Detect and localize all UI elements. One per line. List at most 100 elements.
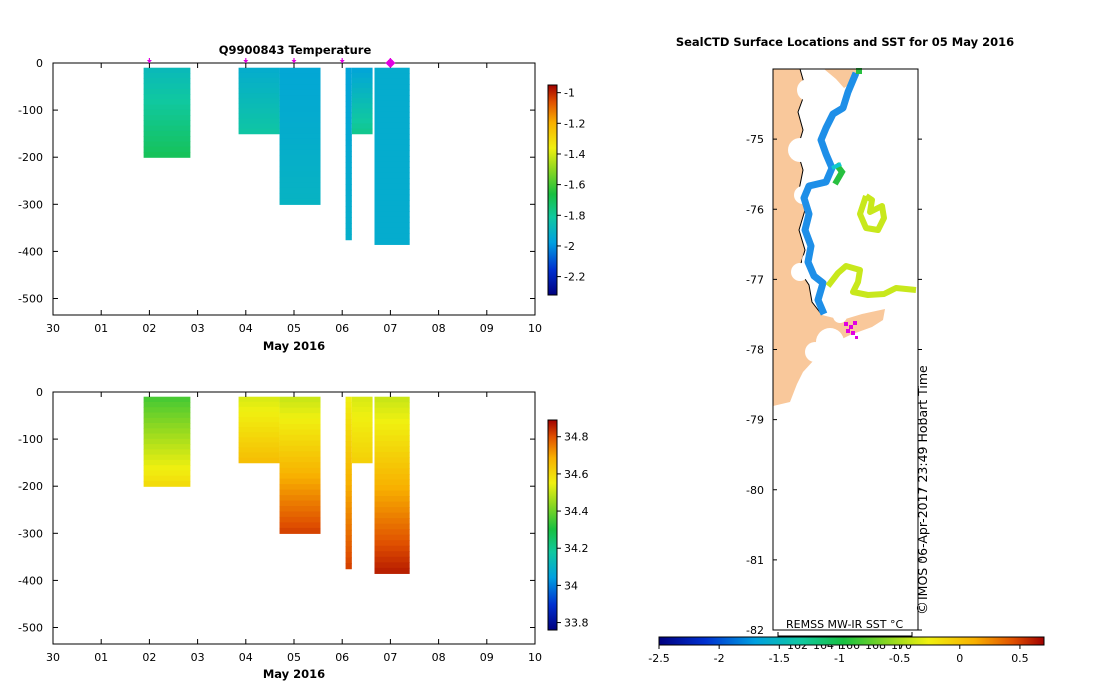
temperature-axes: 30 01 02 03 04 05 06 07 08 09 10 0 -100 -200 -300 -400 -… (18, 57, 542, 335)
profile-5-band (374, 139, 410, 146)
profile-5-band (374, 189, 410, 196)
profile-5-band (374, 183, 410, 190)
x-tick-label: 06 (335, 322, 349, 335)
profile-2 (279, 396, 321, 534)
profile-4-band (351, 422, 373, 428)
profile-5-band (374, 73, 410, 80)
profile-5-band (374, 150, 410, 157)
y-tick-label: 0 (36, 386, 43, 399)
profile-1-band (238, 77, 280, 84)
profile-0-band (143, 433, 191, 440)
profile-3-band (345, 84, 352, 91)
profile-0-band (143, 428, 191, 435)
profile-0-band (143, 444, 191, 450)
x-tick-label: 07 (383, 322, 397, 335)
profile-2-band (279, 155, 321, 162)
salinity-xlabel: May 2016 (263, 667, 325, 681)
profile-0-band (143, 141, 191, 148)
profile-0-band (143, 72, 191, 79)
profile-2-band (279, 478, 321, 485)
profile-3-band (345, 173, 352, 180)
profile-2-band (279, 511, 321, 518)
profile-2-band (279, 171, 321, 178)
profile-2-band (279, 445, 321, 452)
lat-tick-label: -81 (746, 554, 764, 567)
sst-colorbar (658, 636, 1045, 646)
profile-5-band (374, 100, 410, 107)
profile-2-band (279, 424, 321, 431)
profile-1 (238, 67, 280, 135)
profile-0-band (143, 423, 191, 429)
profile-2-band (279, 138, 321, 145)
profile-0-band (143, 88, 191, 95)
sst-colorbar-ticks: -2.5 -2 -1.5 -1 -0.5 0 0.5 (648, 645, 1029, 665)
profile-5-band (374, 418, 410, 425)
colorbar-tick-label: -1.6 (564, 179, 585, 192)
profile-4-band (351, 452, 373, 459)
profile-3-band (345, 73, 352, 80)
profile-3-band (345, 413, 352, 420)
profile-5-band (374, 518, 410, 525)
profile-3-band (345, 95, 352, 102)
profile-3-band (345, 117, 352, 124)
profile-2-band (279, 495, 321, 502)
profile-5 (374, 67, 410, 245)
profile-3-band (345, 435, 352, 442)
profile-marker-head (339, 60, 345, 63)
x-tick-label: 01 (94, 651, 108, 664)
profile-2-band (279, 193, 321, 200)
profile-5-band (374, 435, 410, 442)
profile-3-band (345, 446, 352, 453)
lat-tick-label: -79 (746, 414, 764, 427)
profile-3-band (345, 485, 352, 492)
profile-2-band (279, 418, 321, 425)
profile-3-band (345, 479, 352, 487)
colorbar-tick-label: 34.8 (564, 431, 589, 444)
seal-track-yellow (825, 263, 917, 298)
profile-3 (345, 396, 352, 570)
profile-3-band (345, 178, 352, 185)
profile-2-band (279, 73, 321, 80)
seal-track-yellow-loop (857, 193, 887, 233)
profile-4-band (351, 67, 373, 74)
profile-2-band (279, 434, 321, 442)
y-tick-label: -400 (18, 574, 43, 587)
profile-1-band (238, 432, 280, 438)
profile-2-band (279, 396, 321, 403)
profile-0-band (143, 130, 191, 137)
profile-3-band (345, 234, 352, 241)
y-tick-label: -500 (18, 293, 43, 306)
colorbar-tick-label: 34.2 (564, 542, 589, 555)
x-tick-label: 05 (287, 651, 301, 664)
profile-1-band (238, 427, 280, 433)
profile-1-band (238, 406, 280, 413)
profile-1-band (238, 82, 280, 89)
profile-1-band (238, 411, 280, 418)
profile-0-band (143, 438, 191, 445)
profile-5-band (374, 233, 410, 240)
profile-3-band (345, 396, 352, 403)
map-content (773, 68, 917, 406)
profile-2-band (279, 451, 321, 458)
profile-1-band (238, 72, 280, 79)
colorbar-tick-label: -1.4 (564, 148, 585, 161)
profile-3-band (345, 128, 352, 135)
profile-5-band (374, 413, 410, 420)
profile-5-band (374, 529, 410, 536)
profile-3-band (345, 429, 352, 437)
profile-0-band (143, 475, 191, 482)
profile-1-band (238, 108, 280, 114)
profile-3-band (345, 540, 352, 548)
profile-5-band (374, 507, 410, 514)
y-tick-label: -100 (18, 433, 43, 446)
profile-0-band (143, 459, 191, 466)
x-tick-label: 03 (191, 322, 205, 335)
profile-3-band (345, 513, 352, 520)
profile-2-band (279, 440, 321, 447)
profile-5-band (374, 205, 410, 212)
profile-0-band (143, 120, 191, 127)
profile-2-band (279, 467, 321, 474)
profile-2-band (279, 144, 321, 151)
profile-0-band (143, 104, 191, 111)
y-tick-label: -300 (18, 198, 43, 211)
